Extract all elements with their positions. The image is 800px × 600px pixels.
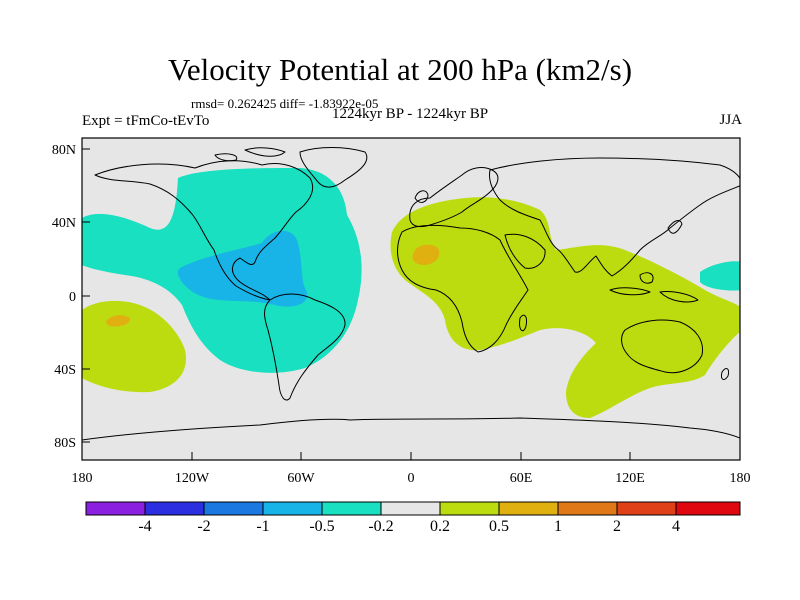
lat-label-40S: 40S <box>54 363 76 378</box>
negative-anomaly-west-pacific <box>700 261 740 291</box>
lon-label-0: 0 <box>408 471 415 486</box>
lat-label-80S: 80S <box>54 436 76 451</box>
colorbar-label: -0.2 <box>368 518 394 535</box>
lon-label-180E: 180 <box>730 471 751 486</box>
lon-label-60W: 60W <box>287 471 315 486</box>
colorbar-label: -0.5 <box>309 518 335 535</box>
colorbar-box-10 <box>616 501 677 516</box>
experiment-label: Expt = tFmCo-tEvTo <box>82 113 210 129</box>
colorbar-label: 2 <box>613 518 621 535</box>
coastlines <box>82 147 740 441</box>
colorbar-label: 0.2 <box>430 518 450 535</box>
lat-label-40N: 40N <box>52 216 76 231</box>
colorbar-box-9 <box>557 501 618 516</box>
colorbar-box-3 <box>203 501 264 516</box>
colorbar-box-5 <box>321 501 382 516</box>
colorbar-label: -1 <box>256 518 270 535</box>
lon-label-180W: 180 <box>72 471 93 486</box>
lon-label-120E: 120E <box>615 471 645 486</box>
strong-positive-south-pacific <box>106 315 131 327</box>
colorbar-box-7 <box>439 501 500 516</box>
positive-anomaly-eastern-hemisphere <box>390 197 740 418</box>
season-label: JJA <box>719 112 742 128</box>
longitude-axis: 180 120W 60W 0 60E 120E 180 <box>72 452 751 486</box>
colorbar-box-11 <box>675 501 741 516</box>
colorbar-box-8 <box>498 501 559 516</box>
colorbar-label: -2 <box>197 518 211 535</box>
strong-negative-core <box>177 230 308 307</box>
lat-label-80N: 80N <box>52 143 76 158</box>
colorbar-box-1 <box>85 501 146 516</box>
page-title: Velocity Potential at 200 hPa (km2/s) <box>167 52 633 87</box>
latitude-axis: 80N 40N 0 40S 80S <box>52 143 90 451</box>
lon-label-60E: 60E <box>510 471 533 486</box>
colorbar-label: 0.5 <box>489 518 509 535</box>
lat-label-0: 0 <box>69 290 76 305</box>
stats-line: rmsd= 0.262425 diff= -1.83922e-05 <box>191 96 379 111</box>
colorbar-label: -4 <box>138 518 152 535</box>
colorbar-box-6 <box>380 501 441 516</box>
strong-positive-west-africa <box>412 244 440 265</box>
colorbar-box-4 <box>262 501 323 516</box>
lon-label-120W: 120W <box>175 471 210 486</box>
period-label: 1224kyr BP - 1224kyr BP <box>331 106 489 122</box>
colorbar-label: 4 <box>672 518 680 535</box>
colorbar-label: 1 <box>554 518 562 535</box>
colorbar-box-2 <box>144 501 205 516</box>
colorbar <box>85 501 741 516</box>
